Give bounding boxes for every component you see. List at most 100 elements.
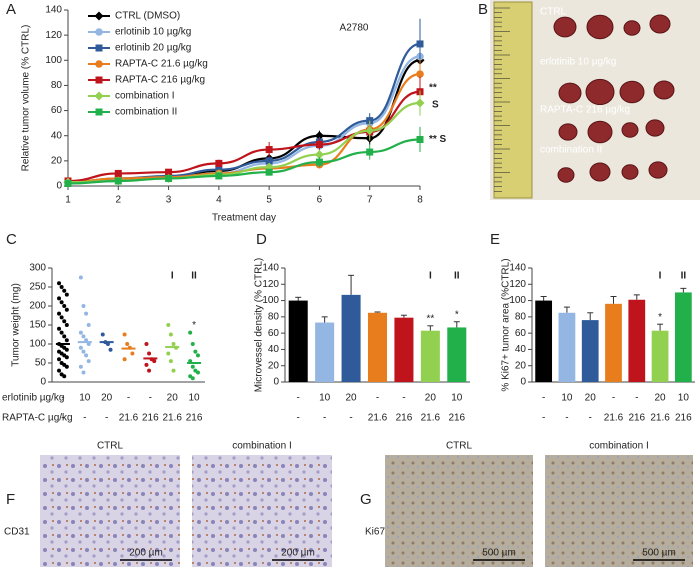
stain-label: CD31 <box>4 527 30 538</box>
y-axis-label: Relative tumor volume (% CTRL) <box>21 25 32 172</box>
legend-label: erlotinib 10 µg/kg <box>115 27 191 38</box>
dot <box>78 364 83 369</box>
dot <box>78 345 83 350</box>
bar <box>367 312 388 382</box>
annotation: I <box>659 271 662 282</box>
y-tick-label: 120 <box>509 279 526 290</box>
dot <box>190 364 195 369</box>
y-tick-label: 140 <box>509 263 526 274</box>
annotation: II <box>191 271 197 282</box>
marker <box>365 126 375 136</box>
bar <box>420 330 440 382</box>
dot <box>86 359 91 364</box>
dot <box>122 357 127 362</box>
bar <box>341 294 361 382</box>
dot <box>81 370 86 375</box>
panel-letter: A <box>6 1 16 18</box>
dot <box>59 285 64 289</box>
annotation: * <box>455 309 459 320</box>
y-tick-label: 40 <box>51 130 63 141</box>
panel-letter: D <box>256 231 267 248</box>
dot <box>81 334 86 339</box>
y-tick-label: 200 <box>29 301 46 312</box>
x-tick-label: 10 <box>561 393 573 404</box>
tumor <box>621 122 639 138</box>
x-tick-label: - <box>61 413 64 424</box>
marker <box>95 60 103 68</box>
y-tick-label: 40 <box>515 344 527 355</box>
dot <box>64 347 69 352</box>
bar <box>651 330 669 382</box>
x-tick-label: 10 <box>319 393 331 404</box>
dot <box>171 342 176 346</box>
y-tick-label: 20 <box>268 360 280 371</box>
dot <box>64 307 69 312</box>
micrograph <box>545 455 693 567</box>
dot <box>168 332 173 337</box>
x-tick-label: 10 <box>451 393 463 404</box>
dot <box>62 334 67 339</box>
x-tick-label: 6 <box>317 195 323 206</box>
y-tick-label: 300 <box>29 263 46 274</box>
y-tick-label: 100 <box>45 55 62 66</box>
micrograph <box>192 455 332 567</box>
dot <box>152 359 157 364</box>
micrograph <box>385 455 533 567</box>
bar <box>447 327 467 382</box>
x-tick-label: 20 <box>585 393 597 404</box>
y-axis-label: % Ki67+ tumor area (%CTRL) <box>501 258 512 391</box>
marker <box>265 168 273 176</box>
legend-label: combination I <box>115 91 174 102</box>
marker <box>314 131 324 141</box>
marker <box>315 141 323 149</box>
photo-label: erlotinib 10 µg/kg <box>540 57 616 68</box>
x-tick-label: - <box>612 393 615 404</box>
panel-letter: B <box>478 1 488 18</box>
panel-letter: F <box>6 491 15 508</box>
marker <box>315 158 323 166</box>
annotation: II <box>454 271 460 282</box>
scale-label: 200 µm <box>281 548 315 559</box>
x-tick-label: - <box>542 393 545 404</box>
bar <box>605 303 622 382</box>
bar <box>394 317 414 382</box>
y-tick-label: 80 <box>268 311 280 322</box>
marker <box>95 108 103 116</box>
x-tick-label: 216 <box>448 413 465 424</box>
legend-label: RAPTA-C 21.6 µg/kg <box>115 59 208 70</box>
marker <box>366 148 374 156</box>
tumor <box>558 123 578 141</box>
x-tick-label: - <box>127 393 130 404</box>
annotation: I <box>171 271 174 282</box>
x-tick-label: 1 <box>65 195 71 206</box>
dot <box>64 364 69 369</box>
x-tick-label: - <box>589 413 592 424</box>
y-tick-label: 140 <box>262 263 279 274</box>
x-tick-label: 7 <box>367 195 373 206</box>
tumor <box>619 80 645 104</box>
y-tick-label: 80 <box>515 311 527 322</box>
panel-letter: C <box>6 231 17 248</box>
tumor <box>653 80 675 100</box>
row-label: RAPTA-C µg/kg <box>2 413 73 424</box>
dot <box>195 370 200 375</box>
y-tick-label: 80 <box>51 80 63 91</box>
y-tick-label: 0 <box>56 181 62 192</box>
dot <box>100 332 105 337</box>
tumor <box>558 82 582 104</box>
dot <box>57 326 62 331</box>
tumor <box>621 164 639 180</box>
dot <box>144 362 149 367</box>
x-tick-label: - <box>323 413 326 424</box>
x-tick-label: - <box>297 413 300 424</box>
y-tick-label: 40 <box>268 344 280 355</box>
y-tick-label: 100 <box>262 295 279 306</box>
bar <box>288 300 308 382</box>
x-axis-label: Treatment day <box>212 213 276 224</box>
x-tick-label: 20 <box>101 393 113 404</box>
marker <box>215 172 223 180</box>
legend-label: combination II <box>115 107 177 118</box>
annotation: ** S <box>429 134 447 145</box>
x-tick-label: 5 <box>266 195 272 206</box>
